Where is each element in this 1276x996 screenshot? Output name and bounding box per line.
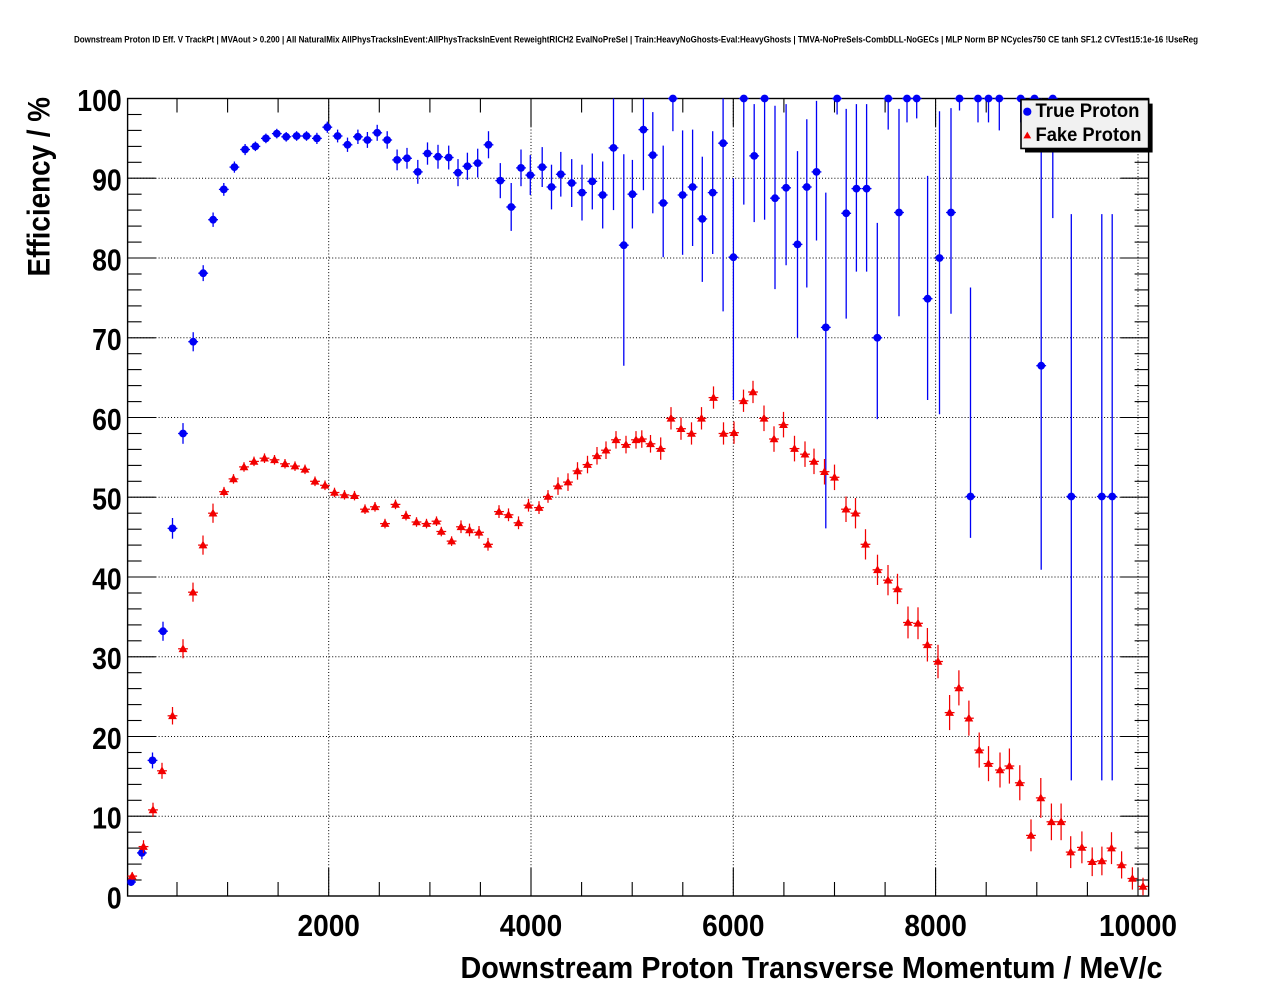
svg-text:90: 90 [92,163,122,198]
svg-text:0: 0 [107,880,122,915]
svg-text:6000: 6000 [702,908,764,943]
svg-text:4000: 4000 [500,908,562,943]
svg-text:Efficiency / %: Efficiency / % [21,97,57,277]
svg-text:60: 60 [92,402,122,437]
svg-text:10000: 10000 [1099,908,1177,943]
svg-text:70: 70 [92,322,122,357]
svg-text:50: 50 [92,482,122,517]
svg-text:100: 100 [77,83,121,118]
svg-text:40: 40 [92,561,122,596]
svg-text:Fake Proton: Fake Proton [1036,125,1142,146]
svg-text:2000: 2000 [298,908,360,943]
svg-text:8000: 8000 [904,908,966,943]
svg-text:80: 80 [92,242,122,277]
svg-text:30: 30 [92,641,122,676]
svg-text:True Proton: True Proton [1036,101,1140,122]
svg-text:Downstream Proton ID Eff. V Tr: Downstream Proton ID Eff. V TrackPt | MV… [74,35,1198,45]
svg-text:20: 20 [92,721,122,756]
svg-text:Downstream Proton Transverse M: Downstream Proton Transverse Momentum / … [461,950,1163,985]
svg-text:10: 10 [92,801,122,836]
